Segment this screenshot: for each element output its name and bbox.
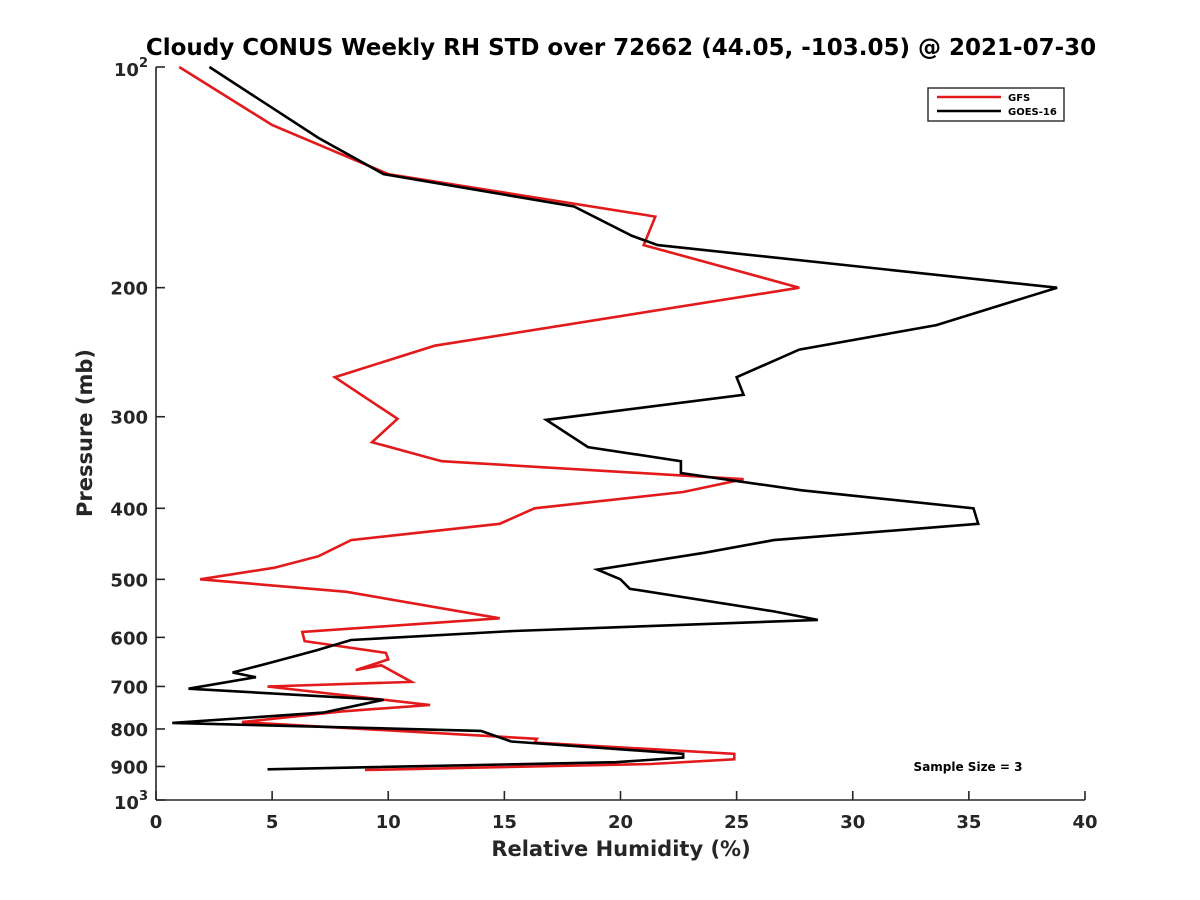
- y-tick-label: 300: [110, 408, 148, 429]
- x-tick-label: 5: [266, 812, 279, 833]
- y-tick-label: 500: [110, 570, 148, 591]
- chart-title: Cloudy CONUS Weekly RH STD over 72662 (4…: [146, 35, 1096, 61]
- y-tick-label: 200: [110, 279, 148, 300]
- x-axis-label: Relative Humidity (%): [491, 837, 750, 861]
- y-axis-ticks: 200 300 400 500 600 700 800 900 102 103: [110, 56, 165, 814]
- y-tick-label: 400: [110, 499, 148, 520]
- legend-box: [927, 87, 1065, 122]
- legend-label: GOES-16: [1008, 107, 1057, 118]
- x-tick-label: 30: [840, 812, 865, 833]
- x-tick-label: 40: [1072, 812, 1097, 833]
- x-axis-ticks: 0 5 10 15 20 25 30 35 40: [150, 791, 1098, 833]
- y-tick-label: 800: [110, 720, 148, 741]
- legend: GFS GOES-16: [927, 87, 1065, 122]
- legend-label: GFS: [1008, 93, 1030, 104]
- y-decade-tick-label: 102: [114, 56, 148, 81]
- x-tick-label: 15: [492, 812, 517, 833]
- x-tick-label: 25: [724, 812, 749, 833]
- x-tick-label: 20: [608, 812, 633, 833]
- y-decade-tick-label: 103: [114, 789, 148, 814]
- x-tick-label: 35: [956, 812, 981, 833]
- y-tick-label: 700: [110, 677, 148, 698]
- x-tick-label: 10: [376, 812, 401, 833]
- series-layer: [172, 65, 1058, 772]
- series-line-goes-16: [172, 65, 1058, 771]
- x-tick-label: 0: [150, 812, 163, 833]
- y-tick-label: 600: [110, 628, 148, 649]
- series-line-gfs: [178, 65, 800, 772]
- plot-area: 0 5 10 15 20 25 30 35 40 200 300 400 500 600 700 800 90…: [110, 56, 1097, 833]
- y-axis-label: Pressure (mb): [73, 349, 97, 517]
- sample-size-annotation: Sample Size = 3: [914, 760, 1023, 774]
- y-tick-label: 900: [110, 757, 148, 778]
